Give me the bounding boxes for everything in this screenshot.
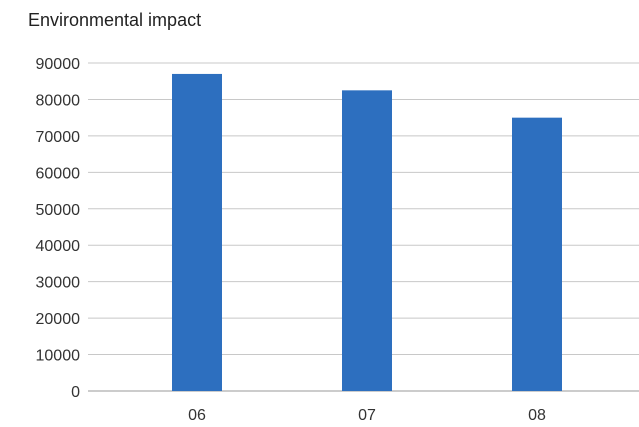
- chart-title: Environmental impact: [28, 10, 201, 30]
- y-tick-label: 90000: [36, 56, 81, 73]
- bar-08: [512, 117, 562, 392]
- y-tick-label: 70000: [36, 129, 81, 146]
- y-tick-label: 30000: [36, 275, 81, 292]
- y-tick-label: 80000: [36, 92, 81, 109]
- y-tick-label: 40000: [36, 238, 81, 255]
- y-tick-label: 60000: [36, 165, 81, 182]
- x-axis-ticks: 06 07 08: [188, 407, 546, 424]
- bar-07: [342, 90, 392, 391]
- y-tick-label: 0: [71, 384, 80, 401]
- bars: [172, 73, 562, 392]
- y-tick-label: 10000: [36, 348, 81, 365]
- y-axis-ticks: 0 10000 20000 30000 40000 50000 60000 70000 8000…: [36, 56, 81, 401]
- x-tick-label: 07: [358, 407, 376, 424]
- x-tick-label: 08: [528, 407, 546, 424]
- y-tick-label: 50000: [36, 202, 81, 219]
- bar-06: [172, 73, 222, 391]
- y-tick-label: 20000: [36, 311, 81, 328]
- x-tick-label: 06: [188, 407, 206, 424]
